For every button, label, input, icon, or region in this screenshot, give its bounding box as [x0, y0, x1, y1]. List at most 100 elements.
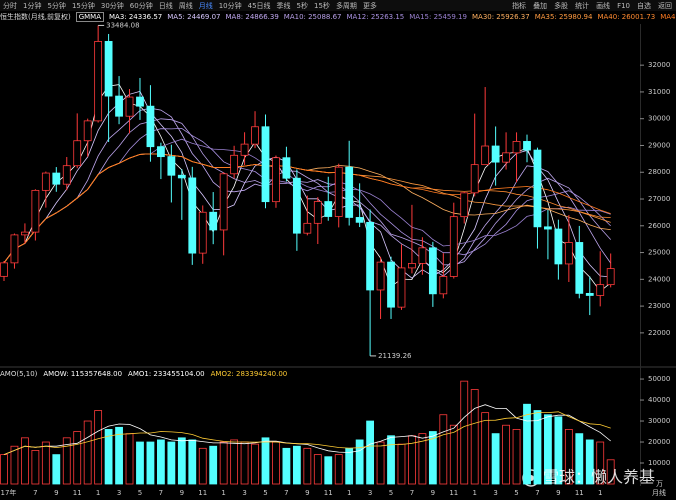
volume-bar [397, 443, 406, 485]
candle-body [470, 164, 479, 194]
period-tab[interactable]: 30分钟 [100, 1, 124, 10]
amo2-line [3, 411, 611, 455]
x-tick-label: 9 [431, 489, 435, 497]
x-tick-label: 5 [389, 489, 393, 497]
candle-body [397, 267, 406, 308]
min-annotation: 21139.26 [378, 352, 412, 360]
volume-bar [313, 454, 322, 485]
volume-bar [31, 450, 40, 485]
legend-item: AMOW: 115357648.00 [43, 369, 123, 378]
y-tick-label: 10000 [648, 459, 670, 467]
candle-body [272, 157, 280, 203]
candle-body [428, 247, 437, 295]
candle-body [606, 268, 615, 286]
period-tab[interactable]: 日线 [158, 1, 173, 10]
period-tab[interactable]: 多周期 [335, 1, 357, 10]
candle-body [0, 262, 8, 277]
candle-body [167, 156, 176, 176]
volume-title: AMO(5,10) [0, 369, 38, 378]
x-tick-label: 3 [117, 489, 121, 497]
tool-button[interactable]: 画线 [596, 1, 611, 10]
x-tick-label: 9 [54, 489, 58, 497]
candle-body [564, 242, 573, 265]
tool-button[interactable]: 统计 [575, 1, 590, 10]
legend-item: MA3: 24336.57 [108, 13, 163, 21]
volume-bar [219, 441, 228, 485]
y-tick-label: 25000 [648, 249, 670, 257]
volume-bar [230, 439, 239, 485]
period-tab[interactable]: 5秒 [296, 1, 309, 10]
volume-bar [198, 447, 207, 485]
period-tab[interactable]: 1分钟 [23, 1, 42, 10]
volume-bar [428, 431, 437, 485]
period-tab[interactable]: 更多 [362, 1, 377, 10]
candle-body [115, 95, 123, 117]
candle-body [10, 234, 19, 264]
candle-body [219, 173, 228, 231]
x-tick-label: 3 [242, 489, 246, 497]
y-tick-label: 50000 [648, 375, 670, 383]
tool-button[interactable]: 多股 [554, 1, 569, 10]
tool-button[interactable]: 自选 [637, 1, 651, 10]
legend-item: AMO2: 283394240.00 [210, 369, 288, 378]
volume-bar [481, 412, 490, 485]
volume-bar [272, 441, 280, 485]
candle-body [104, 41, 113, 97]
x-tick-label: 5 [138, 489, 142, 497]
indicator-legend: 恒生指数(月线,前复权) GMMA MA3: 24336.57 MA5: 24469.… [0, 12, 676, 22]
candle-body [303, 222, 312, 234]
period-tab[interactable]: 15秒 [314, 1, 330, 10]
y-tick-label: 26000 [648, 222, 670, 230]
volume-bar [94, 410, 103, 485]
x-tick-label: 9 [305, 489, 309, 497]
period-tab[interactable]: 45日线 [247, 1, 271, 10]
y-tick-label: 24000 [648, 275, 670, 283]
y-tick-label: 32000 [648, 61, 670, 69]
gmma-line [3, 118, 611, 266]
period-tab[interactable]: 周线 [178, 1, 193, 10]
tool-button[interactable]: 指标 [512, 1, 527, 10]
candle-body [512, 141, 521, 154]
legend-item: AMO1: 233455104.00 [128, 369, 205, 378]
period-tab[interactable]: 月线 [198, 1, 213, 10]
candle-body [355, 217, 364, 223]
x-tick-label: 9 [180, 489, 184, 497]
period-tab[interactable]: 15分钟 [71, 1, 95, 10]
volume-bar [554, 416, 563, 485]
candle-body [334, 166, 343, 217]
legend-item: MA45: 25995.09 [660, 13, 676, 21]
y-tick-label: 31000 [648, 88, 670, 96]
volume-bar [167, 441, 176, 485]
volume-bar [73, 431, 82, 485]
volume-bar [251, 443, 259, 485]
x-tick-label: 5 [263, 489, 267, 497]
period-tab[interactable]: 季线 [276, 1, 291, 10]
tool-button[interactable]: 返回 [658, 1, 672, 10]
period-tab[interactable]: 60分钟 [129, 1, 153, 10]
x-tick-label: 11 [575, 489, 584, 497]
x-tick-label: 1 [598, 489, 602, 497]
candle-body [188, 177, 197, 254]
candle-body [251, 126, 259, 145]
candle-body [41, 172, 50, 191]
candle-body [209, 211, 218, 231]
volume-bar [512, 429, 521, 485]
y-tick-label: 22000 [648, 329, 670, 337]
tool-button[interactable]: 叠加 [533, 1, 548, 10]
tool-button[interactable]: F10 [617, 1, 630, 10]
volume-bar [387, 435, 395, 485]
volume-bar [355, 439, 364, 485]
x-tick-label: 11 [198, 489, 207, 497]
volume-bar [596, 441, 605, 485]
volume-bar [156, 439, 165, 485]
period-tab[interactable]: 5分钟 [47, 1, 66, 10]
volume-bar [261, 437, 270, 485]
volume-bar [334, 454, 343, 485]
period-tab[interactable]: 分时 [3, 1, 17, 10]
legend-item: MA15: 25459.19 [409, 13, 467, 21]
x-tick-label: 1 [472, 489, 476, 497]
x-tick-label: 11 [449, 489, 458, 497]
amo1-line [3, 404, 611, 455]
period-tab[interactable]: 10分钟 [218, 1, 242, 10]
